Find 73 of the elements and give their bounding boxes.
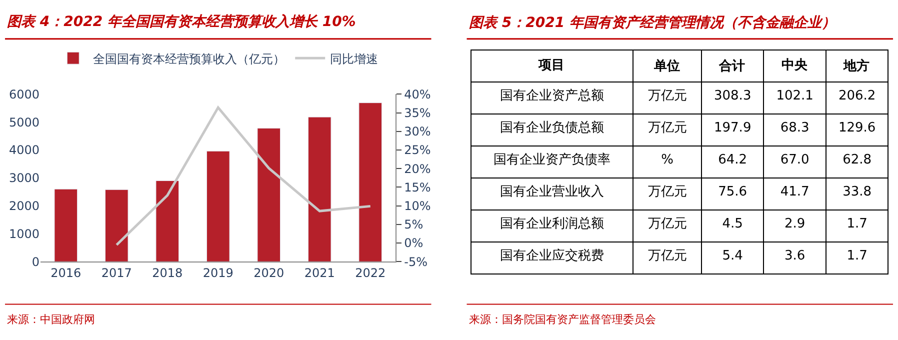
x-tick-label: 2021 — [304, 266, 335, 280]
y2-tick-label: 30% — [404, 124, 431, 139]
y-tick-label: 6000 — [8, 87, 40, 102]
text: 68.3 — [780, 120, 810, 136]
text: 万亿元 — [648, 216, 687, 232]
bar — [104, 189, 128, 262]
text: 308.3 — [714, 88, 752, 104]
category-label: 国有企业负债总额 — [500, 120, 604, 136]
x-tick-label: 2018 — [152, 266, 183, 280]
x-tick-label: 2022 — [355, 266, 386, 280]
source-note: 来源：中国政府网 — [7, 313, 95, 326]
category-label: 国有企业应交税费 — [500, 248, 604, 264]
text: 62.8 — [842, 152, 872, 168]
text: 4.5 — [722, 216, 743, 232]
text: 1.7 — [846, 248, 868, 264]
text: % — [661, 152, 674, 168]
x-tick-label: 2017 — [101, 266, 132, 280]
text: 1.7 — [846, 216, 868, 232]
y-tick-label: 1000 — [8, 226, 40, 241]
category-label: 合计 — [718, 58, 746, 74]
y2-tick-label: 40% — [404, 87, 431, 102]
y2-tick-label: 5% — [404, 218, 424, 232]
text: 197.9 — [714, 120, 752, 136]
legend-label: 同比增速 — [330, 52, 378, 66]
y2-tick-label: 0% — [404, 236, 424, 250]
text: 万亿元 — [648, 184, 687, 200]
category-label: 国有企业资产负债率 — [494, 152, 611, 168]
text: 3.6 — [784, 248, 806, 264]
category-label: 地方 — [842, 58, 870, 74]
legend-label: 全国国有资本经营预算收入（亿元） — [93, 52, 286, 66]
y-tick-label: 3000 — [8, 171, 40, 186]
category-label: 项目 — [538, 58, 565, 73]
chart-title: 图表 4：2022 年全国国有资本经营预算收入增长 10% — [7, 14, 356, 30]
y2-tick-label: 20% — [404, 162, 431, 176]
line-series — [115, 106, 372, 246]
text: 67.0 — [780, 152, 810, 168]
y2-tick-label: 25% — [404, 143, 431, 158]
x-tick-label: 2019 — [202, 266, 234, 280]
text: 万亿元 — [648, 88, 687, 104]
source-note: 来源：国务院国有资产监督管理委员会 — [469, 313, 656, 326]
y-tick-label: 2000 — [8, 199, 40, 214]
y2-tick-label: -5% — [404, 254, 428, 269]
y-tick-label: 5000 — [8, 115, 40, 130]
y2-tick-label: 15% — [404, 180, 431, 194]
bar — [308, 116, 332, 262]
text: 5.4 — [722, 248, 743, 264]
category-label: 国有企业营业收入 — [500, 184, 604, 200]
text: 206.2 — [838, 88, 876, 104]
text: 64.2 — [718, 152, 748, 168]
category-label: 国有企业资产总额 — [500, 88, 604, 104]
text: 41.7 — [780, 184, 810, 200]
bar — [358, 102, 382, 262]
text: 2.9 — [784, 216, 806, 232]
text: 万亿元 — [648, 248, 687, 264]
x-tick-label: 2016 — [50, 266, 82, 280]
bar — [156, 180, 180, 262]
text: 102.1 — [776, 88, 814, 104]
y2-tick-label: 35% — [404, 106, 431, 120]
text: 75.6 — [718, 184, 748, 200]
bar — [54, 188, 78, 262]
text: 33.8 — [842, 184, 872, 200]
x-tick-label: 2020 — [254, 266, 284, 280]
text: 图表 5：2021 年国有资产经营管理情况（不含金融企业） — [469, 14, 836, 31]
y2-tick-label: 10% — [404, 199, 431, 214]
y-tick-label: 4000 — [8, 143, 40, 158]
bar — [206, 150, 230, 262]
text: 万亿元 — [648, 120, 687, 136]
category-label: 单位 — [652, 58, 680, 74]
bar — [257, 128, 281, 262]
text: 129.6 — [838, 120, 876, 136]
category-label: 中央 — [781, 58, 808, 73]
category-label: 国有企业利润总额 — [500, 216, 604, 232]
y-tick-label: 0 — [32, 254, 40, 269]
